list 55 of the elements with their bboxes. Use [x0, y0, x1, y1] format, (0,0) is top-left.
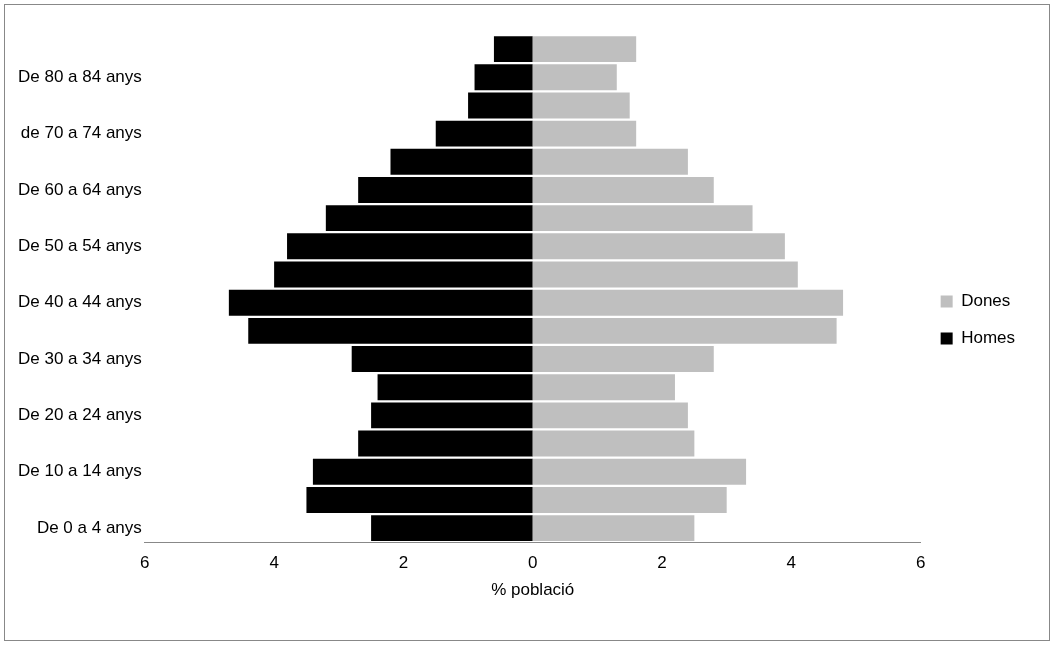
- bar: [371, 515, 533, 542]
- bar: [287, 233, 533, 260]
- bar: [435, 120, 533, 147]
- y-tick-label: De 40 a 44 anys: [17, 292, 142, 312]
- y-tick-label: De 0 a 4 anys: [36, 517, 142, 537]
- bar: [312, 458, 533, 485]
- legend-label: Dones: [961, 291, 1011, 311]
- bar: [474, 64, 533, 91]
- bar: [532, 92, 630, 119]
- x-tick-label: 2: [657, 553, 667, 573]
- x-tick-label: 6: [140, 553, 150, 573]
- bar: [532, 64, 617, 91]
- bar: [532, 148, 688, 175]
- bar: [532, 374, 675, 401]
- bar: [532, 486, 727, 513]
- bar: [532, 346, 714, 373]
- bar: [358, 430, 533, 457]
- bar: [228, 289, 533, 316]
- y-tick-label: De 10 a 14 anys: [17, 461, 142, 481]
- y-tick-label: De 50 a 54 anys: [17, 236, 142, 256]
- y-tick-label: De 30 a 34 anys: [17, 348, 142, 368]
- y-tick-label: De 20 a 24 anys: [17, 405, 142, 425]
- bar: [274, 261, 533, 288]
- bar: [532, 317, 837, 344]
- bar: [532, 261, 798, 288]
- bar: [493, 36, 533, 63]
- legend-label: Homes: [961, 328, 1016, 348]
- bar: [532, 515, 695, 542]
- y-tick-label: de 70 a 74 anys: [20, 123, 142, 143]
- x-tick-label: 4: [269, 553, 279, 573]
- bar: [532, 289, 844, 316]
- bar: [532, 402, 688, 429]
- bar: [532, 458, 747, 485]
- x-tick-label: 0: [528, 553, 538, 573]
- bar: [377, 374, 533, 401]
- bar: [390, 148, 533, 175]
- bar: [306, 486, 533, 513]
- y-tick-label: De 80 a 84 anys: [17, 66, 142, 86]
- bar: [358, 177, 533, 203]
- x-tick-label: 6: [915, 553, 926, 573]
- y-tick-label: De 60 a 64 anys: [17, 179, 142, 199]
- bar: [371, 402, 533, 429]
- x-tick-label: 2: [398, 553, 409, 573]
- bar: [325, 205, 533, 232]
- bar: [532, 233, 785, 260]
- bar: [532, 430, 695, 457]
- bar: [532, 36, 637, 63]
- bar: [351, 346, 533, 373]
- bar: [532, 120, 637, 147]
- bar: [532, 205, 753, 232]
- bar: [248, 317, 533, 344]
- bar: [468, 92, 533, 119]
- x-axis-title: % població: [491, 580, 575, 600]
- bar: [532, 177, 714, 203]
- x-tick-label: 4: [786, 553, 797, 573]
